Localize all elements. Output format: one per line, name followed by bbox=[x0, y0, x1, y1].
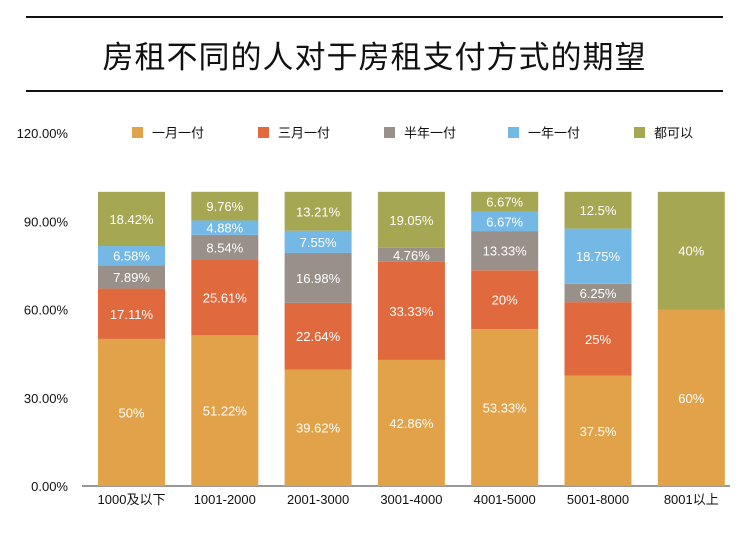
data-label: 6.67% bbox=[486, 195, 523, 210]
data-label: 7.89% bbox=[113, 270, 150, 285]
data-label: 37.5% bbox=[580, 424, 617, 439]
data-label: 6.25% bbox=[580, 286, 617, 301]
legend-label: 三月一付 bbox=[278, 126, 330, 141]
legend-swatch bbox=[384, 127, 395, 138]
bar-segment bbox=[657, 191, 725, 310]
data-label: 25% bbox=[585, 332, 611, 347]
data-label: 18.42% bbox=[109, 212, 154, 227]
x-tick-label: 3001-4000 bbox=[380, 492, 442, 507]
data-label: 4.76% bbox=[393, 248, 430, 263]
legend-swatch bbox=[508, 127, 519, 138]
bar-segment bbox=[284, 302, 352, 370]
data-label: 4.88% bbox=[206, 221, 243, 236]
data-label: 13.33% bbox=[483, 244, 528, 259]
x-tick-label: 8001以上 bbox=[664, 492, 719, 507]
y-tick-label: 30.00% bbox=[24, 391, 69, 406]
chart-title-box: 房租不同的人对于房租支付方式的期望 bbox=[26, 16, 723, 92]
bar-segment bbox=[98, 246, 165, 266]
y-tick-label: 0.00% bbox=[31, 479, 68, 494]
data-label: 22.64% bbox=[296, 329, 341, 344]
bar-segment bbox=[471, 231, 539, 271]
bar-segment bbox=[564, 283, 632, 303]
data-label: 6.58% bbox=[113, 249, 150, 264]
bar-segment bbox=[191, 259, 259, 336]
data-label: 60% bbox=[678, 391, 704, 406]
data-label: 16.98% bbox=[296, 271, 341, 286]
legend-label: 半年一付 bbox=[404, 126, 456, 141]
bar-segment bbox=[564, 228, 632, 284]
x-tick-label: 2001-3000 bbox=[287, 492, 349, 507]
bar-segment bbox=[98, 191, 165, 247]
y-tick-label: 90.00% bbox=[24, 214, 69, 229]
bar-segment bbox=[564, 191, 632, 229]
data-label: 12.5% bbox=[580, 203, 617, 218]
data-label: 42.86% bbox=[389, 416, 434, 431]
legend-swatch bbox=[258, 127, 269, 138]
bar-segment bbox=[471, 329, 539, 486]
bar-segment bbox=[191, 191, 259, 221]
bar-segment bbox=[284, 191, 352, 231]
data-label: 19.05% bbox=[389, 213, 434, 228]
data-label: 40% bbox=[678, 244, 704, 259]
y-tick-label: 60.00% bbox=[24, 303, 69, 318]
bar-segment bbox=[191, 220, 259, 235]
data-label: 53.33% bbox=[483, 401, 528, 416]
data-label: 9.76% bbox=[206, 199, 243, 214]
data-label: 7.55% bbox=[300, 235, 337, 250]
data-label: 6.67% bbox=[486, 214, 523, 229]
x-tick-label: 4001-5000 bbox=[474, 492, 536, 507]
x-tick-label: 1000及以下 bbox=[98, 492, 166, 507]
data-label: 20% bbox=[492, 293, 518, 308]
data-label: 13.21% bbox=[296, 204, 341, 219]
bar-segment bbox=[657, 309, 725, 486]
legend-label: 都可以 bbox=[654, 126, 693, 141]
bar-segment bbox=[564, 302, 632, 376]
x-tick-label: 1001-2000 bbox=[194, 492, 256, 507]
bar-segment bbox=[377, 247, 445, 262]
legend-swatch bbox=[132, 127, 143, 138]
legend-label: 一年一付 bbox=[528, 126, 580, 141]
data-label: 18.75% bbox=[576, 249, 621, 264]
legend-label: 一月一付 bbox=[152, 126, 204, 141]
x-tick-label: 5001-8000 bbox=[567, 492, 629, 507]
bar-segment bbox=[471, 270, 539, 330]
bar-segment bbox=[191, 335, 259, 486]
data-label: 39.62% bbox=[296, 421, 341, 436]
legend-swatch bbox=[634, 127, 645, 138]
data-label: 33.33% bbox=[389, 304, 434, 319]
chart-title: 房租不同的人对于房租支付方式的期望 bbox=[102, 39, 647, 76]
bar-segment bbox=[284, 252, 352, 303]
bar-segment bbox=[564, 375, 632, 486]
y-tick-label: 120.00% bbox=[17, 126, 69, 141]
bar-segment bbox=[471, 211, 539, 232]
bar-segment bbox=[284, 369, 352, 486]
data-label: 50% bbox=[118, 405, 144, 420]
bar-segment bbox=[98, 288, 165, 339]
bar-segment bbox=[377, 261, 445, 360]
data-label: 17.11% bbox=[110, 307, 154, 322]
data-label: 51.22% bbox=[203, 404, 248, 419]
data-label: 8.54% bbox=[206, 240, 243, 255]
bar-segment bbox=[98, 265, 165, 289]
bar-segment bbox=[377, 359, 445, 486]
bar-segment bbox=[471, 191, 539, 212]
bar-segment bbox=[98, 338, 165, 486]
bar-segment bbox=[377, 191, 445, 248]
data-label: 25.61% bbox=[203, 291, 248, 306]
bar-segment bbox=[284, 230, 352, 253]
bar-segment bbox=[191, 234, 259, 260]
